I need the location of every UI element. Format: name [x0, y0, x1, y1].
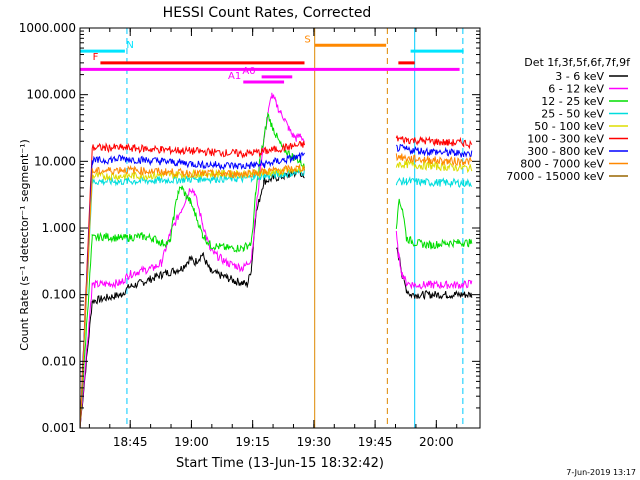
x-tick-label-4: 19:45 — [358, 435, 393, 449]
x-axis-label: Start Time (13-Jun-15 18:32:42) — [176, 456, 384, 471]
legend-label-0: 3 - 6 keV — [555, 70, 604, 83]
series-line-2 — [79, 111, 473, 429]
x-tick-label-3: 19:30 — [297, 435, 332, 449]
x-tick-label-1: 19:00 — [174, 435, 209, 449]
legend-title: Det 1f,3f,5f,6f,7f,9f — [524, 56, 631, 69]
y-tick-label-4: 0.100 — [42, 288, 76, 302]
y-tick-label-1: 100.000 — [26, 88, 76, 102]
y-tick-label-5: 0.010 — [42, 354, 76, 368]
legend-label-8: 7000 - 15000 keV — [506, 170, 604, 183]
legend-label-2: 12 - 25 keV — [541, 95, 604, 108]
flag-label-N: N — [126, 40, 133, 51]
series-lines — [79, 92, 473, 429]
flag-label-F: F — [93, 52, 99, 63]
x-tick-label-0: 18:45 — [113, 435, 148, 449]
legend-label-7: 800 - 7000 keV — [520, 158, 604, 171]
chart-title: HESSI Count Rates, Corrected — [163, 5, 372, 21]
series-line-1 — [79, 92, 473, 429]
y-tick-label-3: 1.000 — [42, 221, 76, 235]
flag-label-A0: A0 — [242, 66, 255, 77]
legend-label-4: 50 - 100 keV — [534, 120, 604, 133]
x-tick-label-2: 19:15 — [235, 435, 270, 449]
vertical-markers — [126, 28, 464, 428]
series-line-7 — [79, 153, 473, 429]
series-line-5 — [79, 135, 473, 429]
y-axis-label: Count Rate (s⁻¹ detector⁻¹ segment⁻¹) — [18, 139, 31, 351]
flag-label-A1: A1 — [228, 71, 241, 82]
legend-label-5: 100 - 300 keV — [527, 133, 604, 146]
x-tick-label-5: 20:00 — [419, 435, 454, 449]
series-line-0 — [79, 169, 473, 429]
footer-date: 7-Jun-2019 13:17 — [566, 468, 636, 477]
flag-label-S: S — [304, 34, 310, 45]
legend-label-6: 300 - 800 keV — [527, 145, 604, 158]
y-axis: 1000.000 100.000 10.000 1.000 0.100 0.010 0.00… — [19, 21, 480, 435]
x-axis: 18:45 19:00 19:15 19:30 19:45 20:00 — [88, 28, 458, 449]
series-line-6 — [79, 143, 473, 429]
legend-label-3: 25 - 50 keV — [541, 108, 604, 121]
y-tick-label-0: 1000.000 — [19, 21, 76, 35]
y-tick-label-6: 0.001 — [42, 421, 76, 435]
y-tick-label-2: 10.000 — [34, 154, 76, 168]
legend-label-1: 6 - 12 keV — [548, 83, 604, 96]
